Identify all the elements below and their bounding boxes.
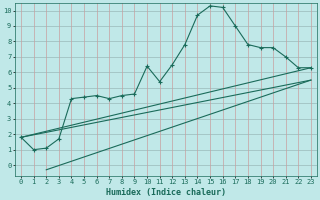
- X-axis label: Humidex (Indice chaleur): Humidex (Indice chaleur): [106, 188, 226, 197]
